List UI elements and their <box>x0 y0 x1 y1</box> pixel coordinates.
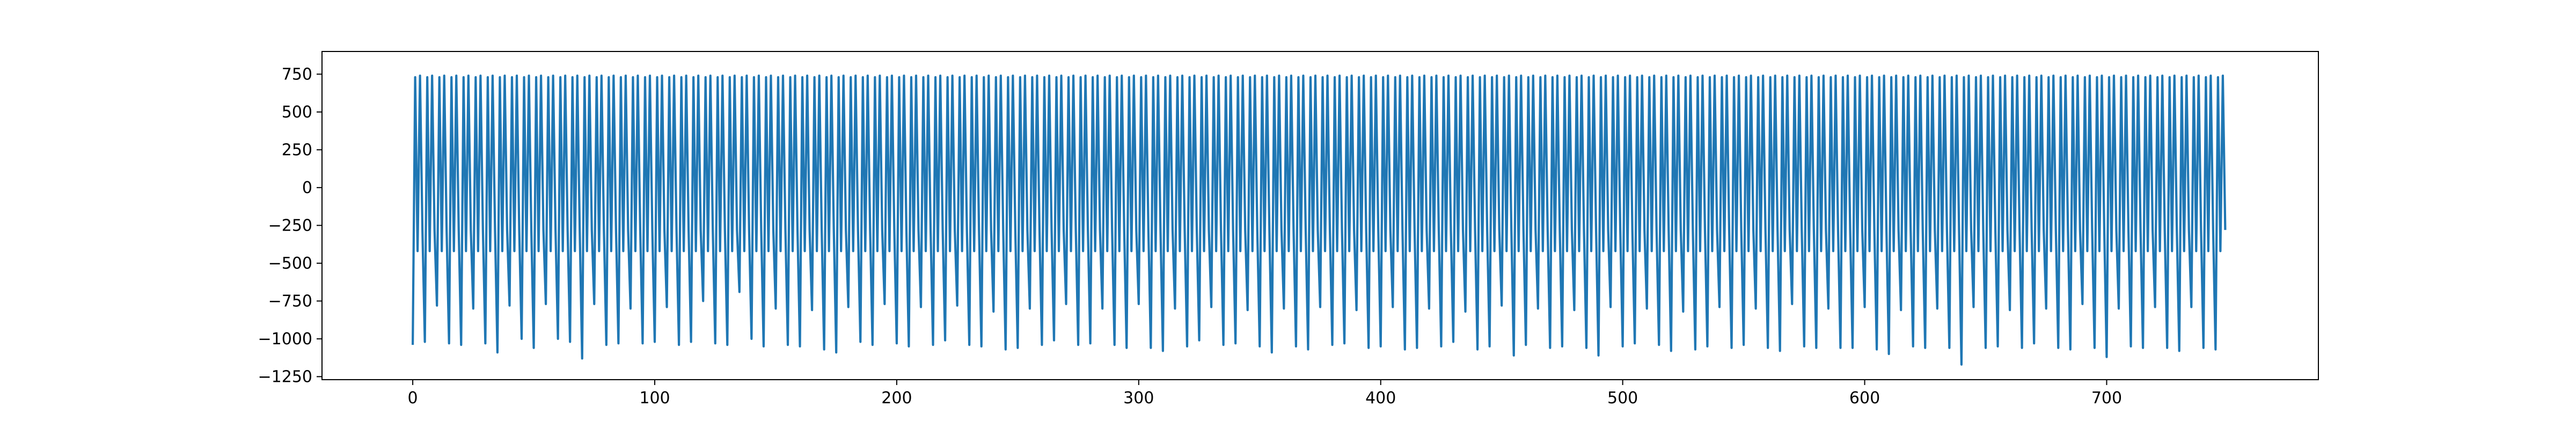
y-tick-label: −1000 <box>258 330 312 349</box>
y-axis: −1250 −1000 −750 −500 −250 0 250 500 750 <box>258 65 322 386</box>
x-tick-label: 300 <box>1123 389 1154 408</box>
y-tick-label: −250 <box>268 216 312 235</box>
y-tick-label: −1250 <box>258 367 312 386</box>
x-tick-label: 600 <box>1849 389 1880 408</box>
y-tick-label: 250 <box>282 140 312 159</box>
x-tick-label: 700 <box>2091 389 2122 408</box>
axes-frame <box>321 51 2319 380</box>
x-tick-label: 100 <box>639 389 670 408</box>
x-tick-label: 200 <box>881 389 912 408</box>
x-tick-label: 0 <box>408 389 418 408</box>
x-axis: 0 100 200 300 400 500 600 700 <box>408 380 2122 408</box>
y-tick-label: 0 <box>302 179 312 197</box>
x-tick-label: 500 <box>1607 389 1638 408</box>
y-tick-label: 500 <box>282 103 312 122</box>
x-tick-label: 400 <box>1365 389 1396 408</box>
y-tick-label: −500 <box>268 254 312 273</box>
series-line <box>411 75 2227 366</box>
y-tick-label: −750 <box>268 292 312 310</box>
y-tick-label: 750 <box>282 65 312 84</box>
